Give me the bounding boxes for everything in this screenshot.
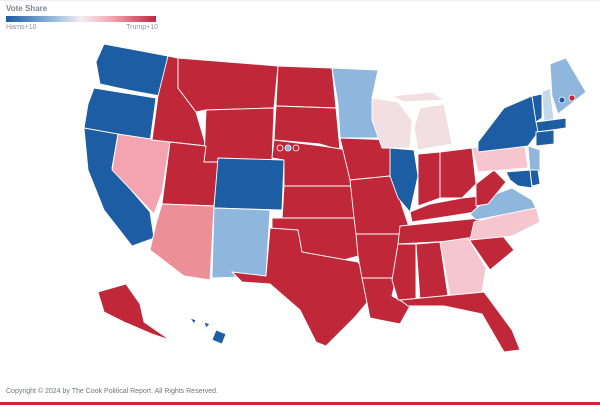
state-co[interactable] [213,157,285,211]
state-wi[interactable] [371,97,413,149]
state-nd[interactable] [275,65,337,109]
legend-right-label: Trump+10 [126,24,158,31]
state-hi[interactable] [189,317,227,345]
state-ct[interactable] [535,129,555,147]
state-vt[interactable] [531,93,543,123]
state-md[interactable] [505,169,533,189]
state-ak[interactable] [97,283,171,341]
district-marker-me-1[interactable] [558,96,566,104]
state-ga[interactable] [439,237,487,297]
copyright-footer: Copyright © 2024 by The Cook Political R… [6,388,219,395]
state-ks[interactable] [281,185,357,221]
legend-left-label: Harris+10 [6,24,37,31]
state-de[interactable] [529,169,541,187]
state-mi[interactable] [391,91,453,151]
states-layer [83,43,587,353]
state-nm[interactable] [211,207,271,279]
state-az[interactable] [149,203,215,281]
district-marker-ne-2[interactable] [284,144,292,152]
district-marker-ne-3[interactable] [292,144,300,152]
legend-gradient-bar [6,16,156,22]
state-mt[interactable] [177,57,279,113]
state-ma[interactable] [535,117,567,133]
state-in[interactable] [417,151,441,207]
state-oh[interactable] [439,147,477,199]
legend-ends: Harris+10 Trump+10 [6,24,158,31]
state-wv[interactable] [475,169,507,207]
state-wy[interactable] [203,107,275,163]
district-markers-layer [276,94,576,152]
bottom-rule [0,402,600,405]
top-rule [0,0,600,1]
district-marker-me-2[interactable] [568,94,576,102]
legend: Vote Share Harris+10 Trump+10 [6,4,158,31]
state-fl[interactable] [399,291,521,353]
state-ny[interactable] [477,95,541,153]
legend-title: Vote Share [6,4,48,13]
state-me[interactable] [549,57,587,115]
state-nj[interactable] [527,145,541,173]
state-wa[interactable] [95,43,169,97]
state-tx[interactable] [231,227,377,347]
district-marker-ne-1[interactable] [276,144,284,152]
